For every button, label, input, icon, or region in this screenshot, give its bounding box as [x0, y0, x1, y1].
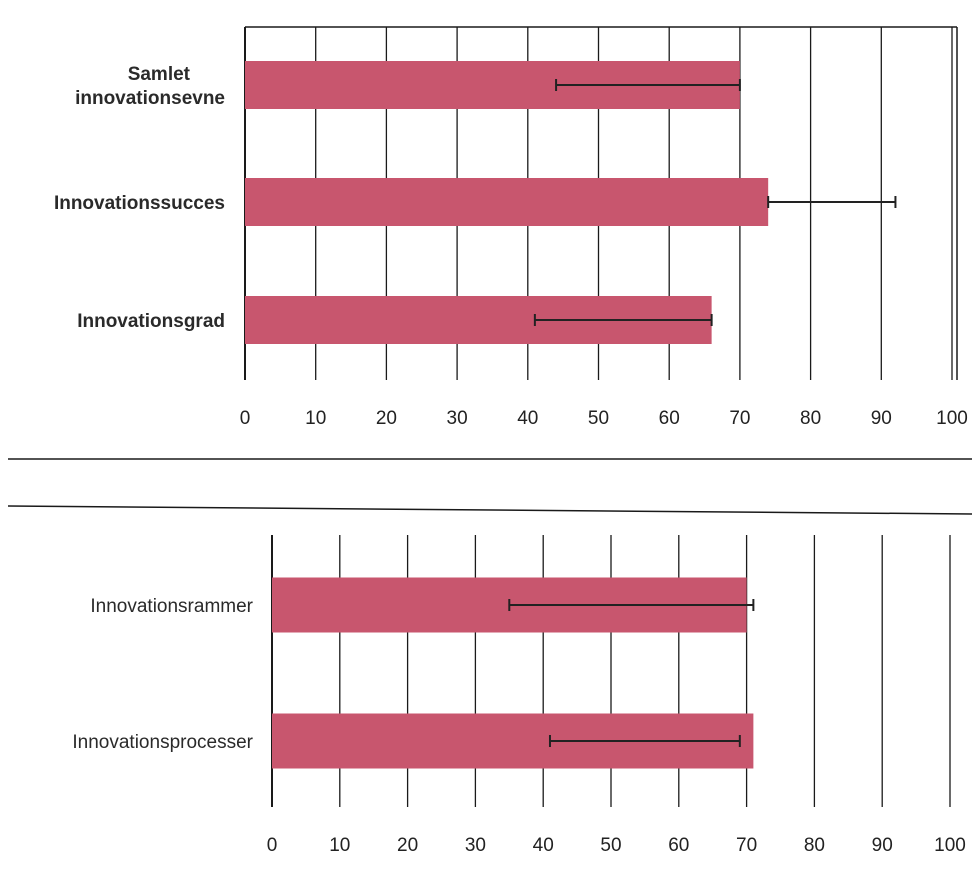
panel-1-tick-label-10: 10 [305, 408, 326, 429]
panel-1-tick-label-80: 80 [800, 408, 821, 429]
panel-1-tick-label-90: 90 [871, 408, 892, 429]
panel-2-tick-label-10: 10 [329, 835, 350, 856]
panel-2-tick-label-60: 60 [668, 835, 689, 856]
panel-2-tick-label-30: 30 [465, 835, 486, 856]
panel-2-tick-label-50: 50 [600, 835, 621, 856]
panel-2-category-label-2: Innovationsprocesser [72, 732, 253, 753]
panel-1-tick-label-30: 30 [447, 408, 468, 429]
section-divider-2 [7, 505, 972, 515]
panel-1-category-label-2: Innovationssucces [54, 193, 225, 214]
panel-1-tick-label-50: 50 [588, 408, 609, 429]
panel-1-tick-label-60: 60 [659, 408, 680, 429]
panel-1-category-label-3: Innovationsgrad [77, 311, 225, 332]
panel-1-tick-label-70: 70 [729, 408, 750, 429]
panel-1-tick-label-40: 40 [517, 408, 538, 429]
panel-1-bar-2 [245, 178, 769, 226]
panel-2-tick-label-100: 100 [934, 835, 966, 856]
panel-1-tick-label-20: 20 [376, 408, 397, 429]
panel-2-tick-label-0: 0 [267, 835, 278, 856]
panel-1-tick-label-100: 100 [936, 408, 968, 429]
panel-2-tick-label-70: 70 [736, 835, 757, 856]
panel-2-tick-label-90: 90 [872, 835, 893, 856]
panel-2-tick-label-40: 40 [533, 835, 554, 856]
panel-2-tick-label-80: 80 [804, 835, 825, 856]
panel-2-category-label-1: Innovationsrammer [90, 596, 253, 617]
panel-1-tick-label-0: 0 [240, 408, 251, 429]
panel-1-category-label-1: Samlet innovationsevne [75, 64, 225, 109]
panel-2-tick-label-20: 20 [397, 835, 418, 856]
